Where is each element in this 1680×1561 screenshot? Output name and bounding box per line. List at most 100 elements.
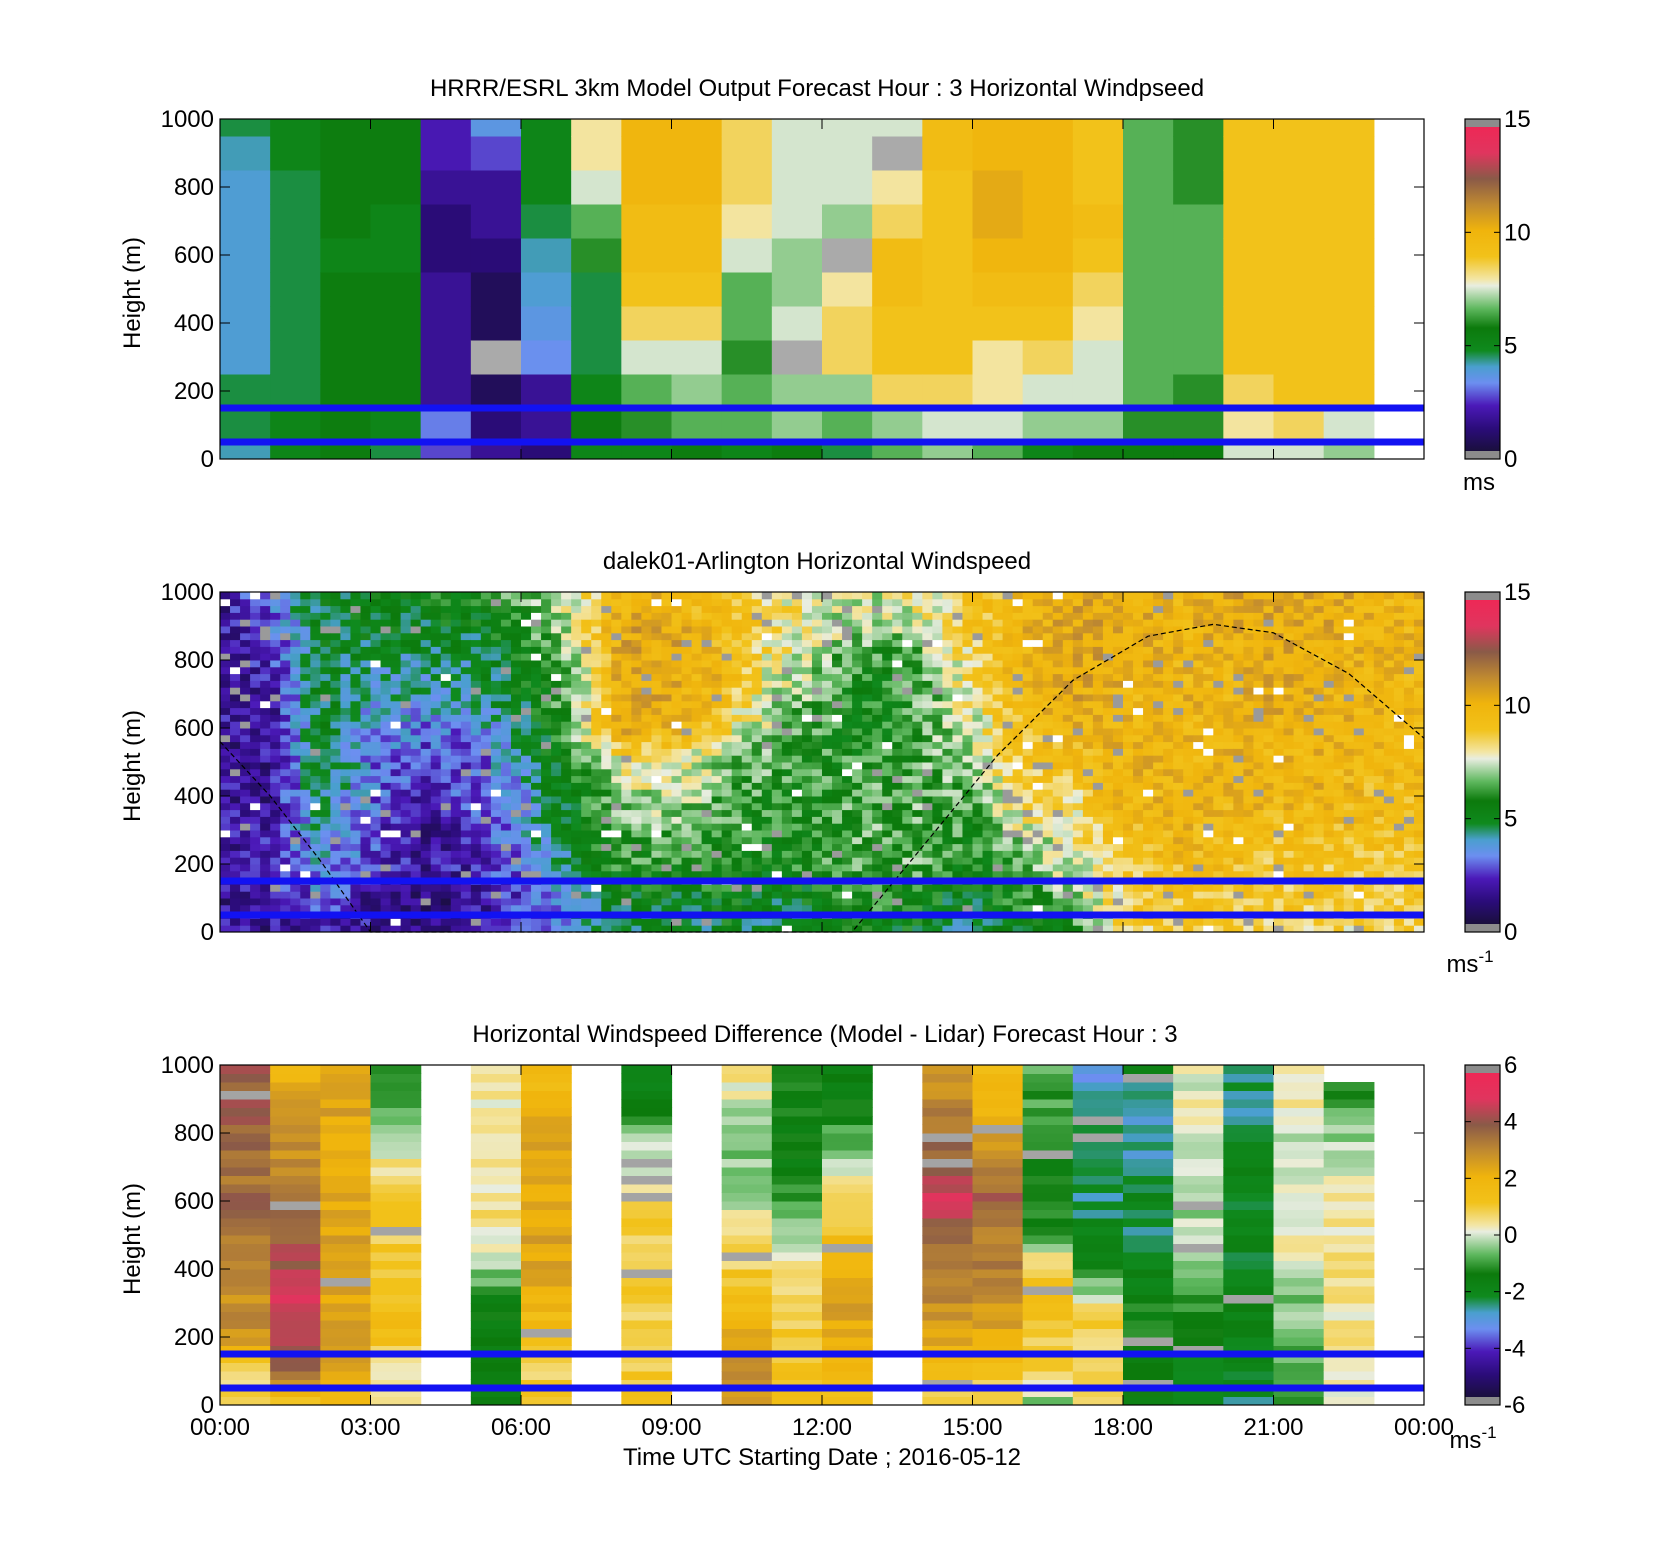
heatmap-cell xyxy=(1012,687,1024,695)
heatmap-cell xyxy=(300,626,311,634)
heatmap-cell xyxy=(470,891,482,899)
heatmap-cell xyxy=(902,755,913,763)
heatmap-cell xyxy=(1102,802,1114,811)
heatmap-cell xyxy=(561,653,572,661)
heatmap-cell xyxy=(842,694,853,702)
heatmap-cell xyxy=(741,775,753,783)
heatmap-cell xyxy=(561,830,572,838)
heatmap-cell xyxy=(521,864,532,872)
heatmap-cell xyxy=(270,898,281,906)
heatmap-cell xyxy=(521,836,532,845)
heatmap-cell xyxy=(942,796,954,804)
heatmap-cell xyxy=(390,680,402,688)
heatmap-cell xyxy=(270,728,281,736)
heatmap-cell xyxy=(220,408,271,443)
heatmap-cell xyxy=(310,714,321,722)
heatmap-cell xyxy=(1112,741,1124,749)
heatmap-cell xyxy=(280,646,291,654)
heatmap-cell xyxy=(551,619,562,627)
heatmap-cell xyxy=(510,904,522,913)
heatmap-cell xyxy=(691,755,703,763)
heatmap-cell xyxy=(942,612,954,620)
heatmap-cell xyxy=(1062,857,1074,865)
heatmap-cell xyxy=(230,796,241,804)
heatmap-cell xyxy=(631,816,642,824)
heatmap-cell xyxy=(250,687,261,695)
heatmap-cell xyxy=(822,700,833,709)
heatmap-cell xyxy=(521,442,572,460)
heatmap-cell xyxy=(240,666,251,675)
heatmap-cell xyxy=(220,809,231,817)
heatmap-cell xyxy=(220,700,231,709)
heatmap-cell xyxy=(591,823,602,831)
heatmap-cell xyxy=(902,728,913,736)
heatmap-cell xyxy=(681,694,693,702)
heatmap-cell xyxy=(1052,823,1064,831)
heatmap-cell xyxy=(801,843,813,851)
heatmap-cell xyxy=(270,598,281,607)
heatmap-cell xyxy=(270,170,321,205)
heatmap-cell xyxy=(912,714,923,722)
heatmap-cell xyxy=(370,306,422,341)
heatmap-cell xyxy=(992,816,1004,824)
heatmap-cell xyxy=(902,843,913,851)
heatmap-cell xyxy=(912,898,923,906)
heatmap-cell xyxy=(571,612,582,620)
heatmap-cell xyxy=(1133,830,1144,838)
heatmap-cell xyxy=(400,700,412,709)
heatmap-cell xyxy=(320,796,331,804)
heatmap-cell xyxy=(882,836,893,845)
heatmap-cell xyxy=(450,864,462,872)
heatmap-cell xyxy=(852,666,863,675)
heatmap-cell xyxy=(260,748,271,756)
heatmap-cell xyxy=(1102,809,1114,817)
heatmap-cell xyxy=(380,639,392,647)
heatmap-cell xyxy=(1072,626,1084,634)
heatmap-cell xyxy=(822,170,873,205)
heatmap-cell xyxy=(711,809,723,817)
heatmap-cell xyxy=(1022,619,1034,627)
heatmap-cell xyxy=(952,694,964,702)
heatmap-cell xyxy=(320,136,372,171)
heatmap-cell xyxy=(521,626,532,634)
heatmap-cell xyxy=(521,823,532,831)
heatmap-cell xyxy=(450,626,462,634)
heatmap-cell xyxy=(972,734,984,743)
heatmap-cell xyxy=(621,306,673,341)
heatmap-cell xyxy=(822,775,833,783)
heatmap-cell xyxy=(420,119,472,137)
heatmap-cell xyxy=(912,768,923,777)
heatmap-cell xyxy=(1022,700,1034,709)
heatmap-cell xyxy=(932,775,943,783)
heatmap-cell xyxy=(621,741,632,749)
heatmap-cell xyxy=(450,694,462,702)
heatmap-cell xyxy=(1143,830,1154,838)
heatmap-cell xyxy=(912,850,923,858)
heatmap-cell xyxy=(952,891,964,899)
heatmap-cell xyxy=(741,660,753,668)
heatmap-cell xyxy=(922,714,933,722)
heatmap-cell xyxy=(1153,809,1164,817)
heatmap-cell xyxy=(1062,592,1074,600)
heatmap-cell xyxy=(741,592,753,600)
heatmap-cell xyxy=(1012,721,1024,729)
heatmap-cell xyxy=(1092,714,1104,722)
heatmap-cell xyxy=(521,612,532,620)
heatmap-cell xyxy=(1123,823,1134,831)
heatmap-cell xyxy=(551,639,562,647)
heatmap-cell xyxy=(470,700,482,709)
heatmap-cell xyxy=(671,653,683,661)
heatmap-cell xyxy=(771,632,783,641)
heatmap-cell xyxy=(952,660,964,668)
heatmap-cell xyxy=(912,626,923,634)
heatmap-cell xyxy=(771,612,783,620)
heatmap-cell xyxy=(781,748,793,756)
heatmap-cell xyxy=(270,925,281,933)
heatmap-cell xyxy=(942,687,954,695)
heatmap-cell xyxy=(822,762,833,770)
heatmap-cell xyxy=(1062,598,1074,607)
heatmap-cell xyxy=(932,898,943,906)
heatmap-cell xyxy=(872,408,923,443)
heatmap-cell xyxy=(661,680,673,688)
heatmap-cell xyxy=(721,857,733,865)
